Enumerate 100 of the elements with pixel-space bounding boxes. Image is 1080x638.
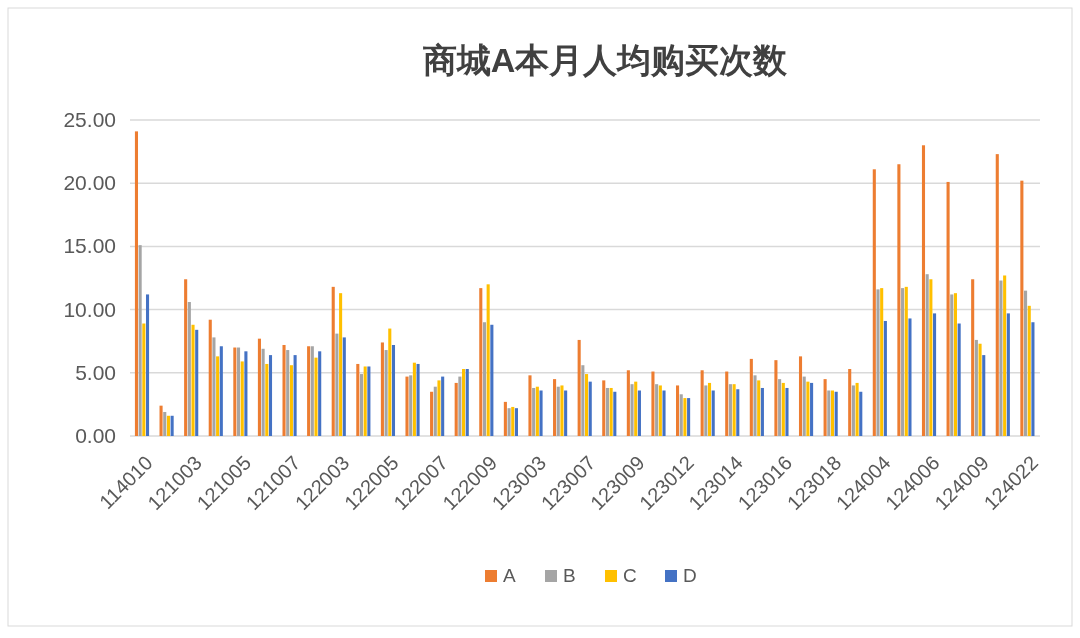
bar [380, 342, 384, 436]
bar [331, 286, 335, 436]
y-tick-label: 25.00 [63, 108, 116, 131]
bar [261, 348, 265, 436]
bar [728, 384, 732, 436]
bar [430, 391, 434, 436]
bar [588, 381, 592, 436]
bar [1031, 322, 1035, 436]
bar [244, 351, 248, 436]
bar [482, 322, 487, 436]
bar [609, 387, 613, 436]
bar [651, 371, 655, 436]
bar [897, 164, 901, 436]
bar [711, 390, 715, 436]
bar [999, 280, 1003, 436]
bar [391, 344, 396, 436]
bar [921, 145, 926, 436]
bar [883, 320, 887, 436]
bar [676, 385, 680, 436]
bar [880, 288, 884, 436]
bar [971, 279, 975, 436]
bar [1006, 313, 1010, 436]
bar [170, 415, 174, 436]
legend-label: A [503, 565, 516, 586]
bar [974, 339, 978, 436]
bar [163, 411, 167, 436]
bar [212, 337, 216, 436]
bar [486, 284, 490, 436]
bar [798, 356, 803, 436]
bar [957, 323, 961, 436]
bar [933, 313, 937, 436]
bar [848, 369, 852, 436]
bar [289, 365, 293, 436]
bar [240, 361, 244, 436]
bar [830, 390, 835, 436]
bar [753, 375, 757, 436]
bar [630, 384, 634, 436]
bar [416, 363, 420, 436]
bar [293, 355, 297, 436]
bar [872, 169, 876, 436]
bar [634, 381, 638, 436]
bar [437, 380, 441, 436]
bar [159, 405, 163, 436]
bar [553, 379, 557, 436]
bar [363, 366, 367, 436]
y-tick-label: 20.00 [63, 171, 116, 195]
bar [855, 382, 859, 436]
bar [851, 385, 855, 436]
bar [335, 333, 339, 436]
bar [585, 374, 589, 436]
bar [1027, 305, 1031, 436]
bar [700, 370, 704, 436]
bar [925, 274, 929, 436]
bar [946, 181, 950, 436]
legend-label: C [623, 565, 637, 586]
bar [539, 390, 543, 436]
bar [806, 381, 810, 436]
bar [810, 382, 814, 436]
bar [637, 390, 641, 436]
bar [757, 380, 761, 436]
bar [613, 391, 617, 436]
bar [503, 401, 507, 436]
bar [802, 376, 806, 436]
bar [433, 386, 437, 436]
bar [602, 380, 606, 436]
bar [982, 355, 986, 436]
bar [507, 408, 511, 436]
bar [145, 294, 150, 436]
bar [859, 391, 863, 436]
bar [409, 375, 413, 436]
bar [286, 350, 290, 436]
bar [458, 376, 462, 436]
bar [1003, 275, 1007, 436]
chart-title: 商城A本月人均购买次数 [422, 41, 789, 79]
legend-label: B [563, 565, 576, 586]
bar [236, 347, 241, 436]
bar [219, 346, 223, 436]
bar [441, 376, 445, 436]
bar [929, 279, 933, 436]
bar [134, 131, 139, 436]
bar [978, 343, 982, 436]
bar [268, 355, 273, 436]
bar [662, 390, 666, 436]
bar [216, 356, 220, 436]
bar [454, 382, 458, 436]
bar [827, 390, 831, 436]
bar [704, 385, 708, 436]
bar [749, 358, 753, 436]
bar [356, 363, 360, 436]
bar [405, 376, 409, 436]
bar [359, 374, 364, 436]
bar [1024, 290, 1028, 436]
bar [412, 362, 416, 436]
bar [257, 338, 261, 436]
bar [342, 337, 346, 436]
bar [1020, 180, 1024, 436]
bar [208, 319, 212, 436]
y-tick-label: 0.00 [75, 424, 116, 447]
bar [384, 350, 388, 436]
bar [736, 389, 740, 436]
